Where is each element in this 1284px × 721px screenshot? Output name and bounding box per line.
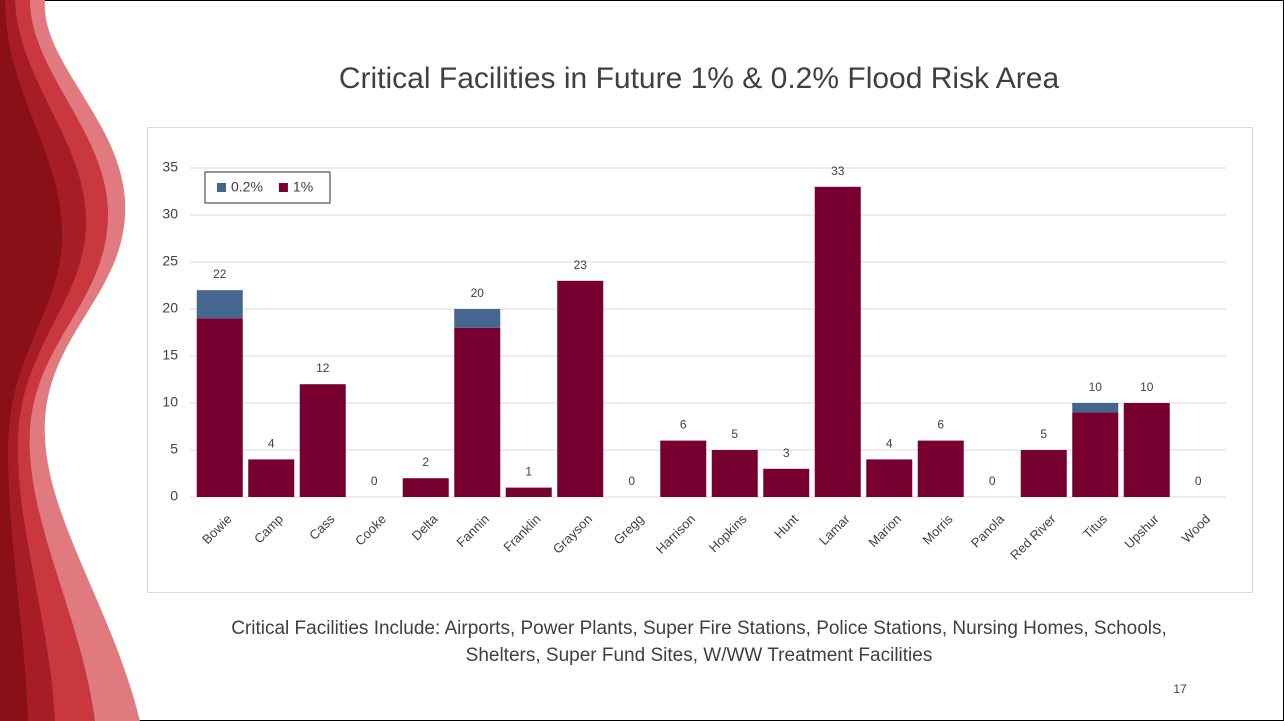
bar-segment [660,440,707,497]
y-tick-label: 30 [162,206,178,222]
footnote: Shelters, Super Fund Sites, W/WW Treatme… [466,645,933,666]
value-label: 22 [213,267,227,281]
value-label: 20 [471,286,485,300]
bar-segment [866,459,913,497]
legend-swatch [217,183,226,192]
value-label: 0 [989,474,996,488]
chart-title: Critical Facilities in Future 1% & 0.2% … [339,62,1060,95]
y-tick-label: 15 [162,347,178,363]
value-label: 4 [886,436,893,450]
bar-segment [711,450,758,497]
bar-segment [248,459,295,497]
chart-area [147,127,1253,593]
bar-segment [917,440,964,497]
bar-segment [1123,403,1170,497]
bar-segment [1072,412,1119,497]
value-label: 4 [268,436,275,450]
page-number: 17 [1173,682,1187,696]
value-label: 10 [1140,380,1154,394]
value-label: 6 [680,418,687,432]
bar-segment [299,384,346,497]
value-label: 12 [316,361,330,375]
bar-segment [454,309,501,328]
value-label: 3 [783,446,790,460]
bar-segment [454,327,501,497]
value-label: 0 [628,474,635,488]
value-label: 0 [1195,474,1202,488]
value-label: 5 [731,427,738,441]
value-label: 23 [574,258,588,272]
y-tick-label: 10 [162,394,178,410]
bar-segment [1072,403,1119,413]
value-label: 5 [1040,427,1047,441]
y-tick-label: 20 [162,300,178,316]
decoration [0,0,140,721]
value-label: 33 [831,164,845,178]
bar-segment [402,478,449,497]
y-tick-label: 25 [162,253,178,269]
value-label: 10 [1089,380,1103,394]
bar-segment [196,318,243,497]
legend-label: 1% [293,179,313,195]
bar-segment [196,290,243,319]
y-tick-label: 35 [162,159,178,175]
y-tick-label: 5 [170,441,178,457]
value-label: 6 [937,418,944,432]
value-label: 2 [422,455,429,469]
bar-segment [763,468,810,497]
legend-swatch [278,183,288,192]
y-tick-label: 0 [170,488,178,504]
bar-segment [814,186,861,498]
footnote: Critical Facilities Include: Airports, P… [231,618,1167,639]
bar-segment [1020,450,1067,497]
bar-segment [505,487,552,497]
value-label: 0 [371,474,378,488]
bar-segment [557,280,604,497]
value-label: 1 [525,465,532,479]
legend-label: 0.2% [231,179,263,195]
